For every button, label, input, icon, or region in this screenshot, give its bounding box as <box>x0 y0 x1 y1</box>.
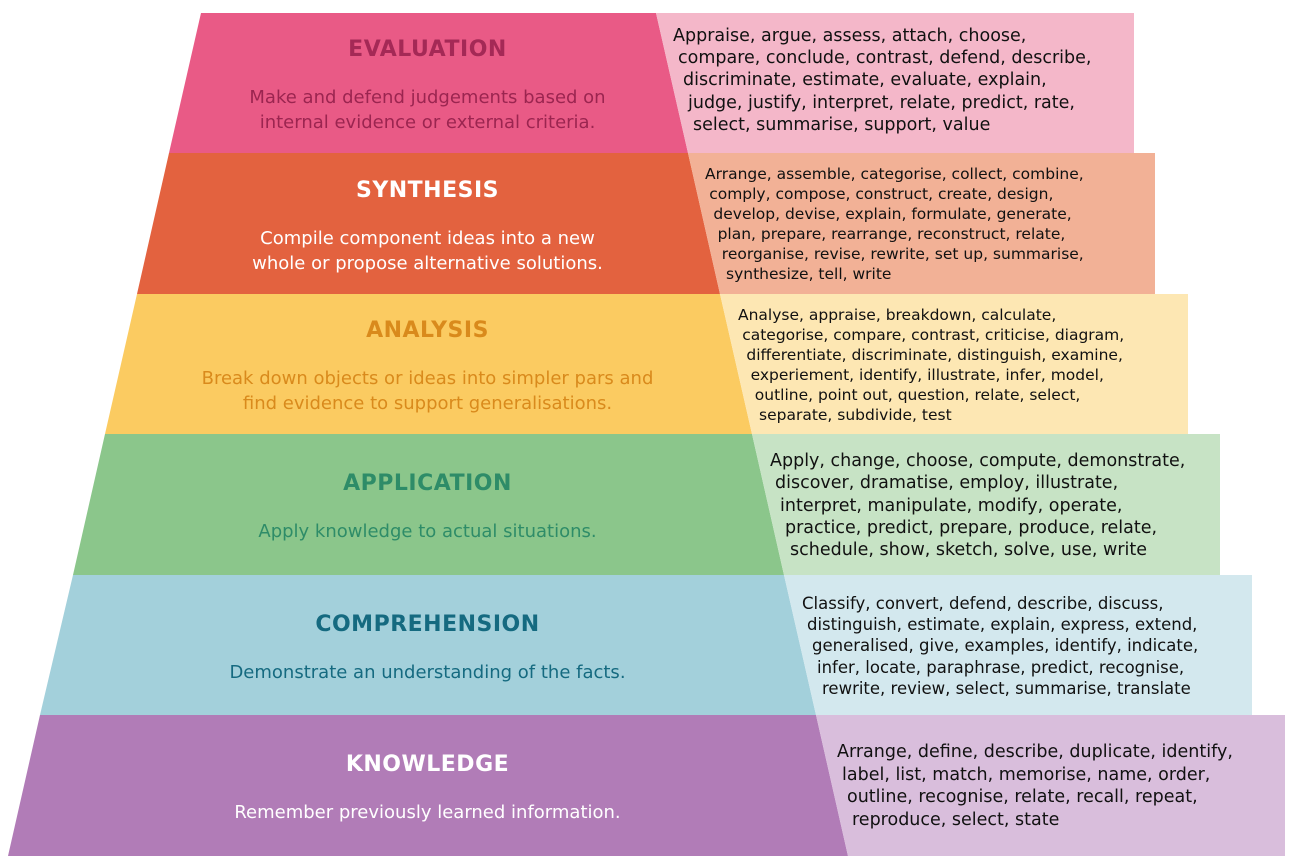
verbs-line: differentiate, discriminate, distinguish… <box>746 346 1123 364</box>
level-description: Remember previously learned information. <box>60 800 795 825</box>
level-evaluation: EVALUATION Make and defend judgements ba… <box>60 37 795 135</box>
level-description: Compile component ideas into a new whole… <box>60 226 795 276</box>
level-title: EVALUATION <box>348 37 507 62</box>
pyramid-band <box>73 434 784 575</box>
verbs-panel <box>720 294 1188 434</box>
level-title: COMPREHENSION <box>315 612 540 637</box>
verbs-line: outline, recognise, relate, recall, repe… <box>847 787 1198 808</box>
verbs-synthesis: Arrange, assemble, categorise, collect, … <box>705 164 1084 284</box>
level-description: Make and defend judgements based on inte… <box>60 85 795 135</box>
verbs-panel <box>656 13 1134 153</box>
level-description-line: Compile component ideas into a new <box>260 228 595 249</box>
pyramid-band <box>40 575 816 715</box>
level-knowledge: KNOWLEDGE Remember previously learned in… <box>60 752 795 825</box>
pyramid-band <box>137 153 720 294</box>
verbs-line: categorise, compare, contrast, criticise… <box>742 326 1125 344</box>
verbs-panel <box>784 575 1252 715</box>
verbs-line: discover, dramatise, employ, illustrate, <box>775 473 1119 494</box>
level-analysis: ANALYSIS Break down objects or ideas int… <box>60 318 795 416</box>
level-title: APPLICATION <box>343 471 512 496</box>
level-description-line: internal evidence or external criteria. <box>259 112 596 133</box>
verbs-line: Analyse, appraise, breakdown, calculate, <box>738 306 1057 324</box>
verbs-line: Arrange, define, describe, duplicate, id… <box>837 742 1233 762</box>
level-application: APPLICATION Apply knowledge to actual si… <box>60 471 795 544</box>
verbs-panel <box>752 434 1220 575</box>
verbs-line: comply, compose, construct, create, desi… <box>709 185 1054 203</box>
level-description-line: find evidence to support generalisations… <box>242 393 613 414</box>
pyramid-band <box>105 294 752 434</box>
level-description-line: Demonstrate an understanding of the fact… <box>229 662 626 683</box>
verbs-line: plan, prepare, rearrange, reconstruct, r… <box>717 225 1066 243</box>
verbs-line: Apply, change, choose, compute, demonstr… <box>770 451 1186 471</box>
level-title: SYNTHESIS <box>355 178 499 203</box>
pyramid-band <box>8 715 848 856</box>
verbs-line: synthesize, tell, write <box>726 265 892 283</box>
verbs-knowledge: Arrange, define, describe, duplicate, id… <box>837 741 1233 832</box>
verbs-line: select, summarise, support, value <box>693 114 991 135</box>
verbs-line: schedule, show, sketch, solve, use, writ… <box>790 540 1148 561</box>
verbs-panel <box>688 153 1155 294</box>
level-synthesis: SYNTHESIS Compile component ideas into a… <box>60 178 795 276</box>
level-title: KNOWLEDGE <box>345 752 510 777</box>
level-description-line: whole or propose alternative solutions. <box>252 253 603 274</box>
verbs-line: Appraise, argue, assess, attach, choose, <box>673 26 1027 46</box>
level-description-line: Make and defend judgements based on <box>249 87 606 108</box>
level-description: Apply knowledge to actual situations. <box>60 519 795 544</box>
verbs-comprehension: Classify, convert, defend, describe, dis… <box>802 593 1198 699</box>
level-description-line: Break down objects or ideas into simpler… <box>201 368 654 389</box>
verbs-evaluation: Appraise, argue, assess, attach, choose,… <box>673 25 1091 136</box>
verbs-line: experiement, identify, illustrate, infer… <box>750 366 1104 384</box>
verbs-line: practice, predict, prepare, produce, rel… <box>785 517 1158 538</box>
verbs-line: compare, conclude, contrast, defend, des… <box>678 48 1092 69</box>
verbs-line: separate, subdivide, test <box>759 406 952 424</box>
verbs-line: Classify, convert, defend, describe, dis… <box>802 594 1164 613</box>
verbs-line: rewrite, review, select, summarise, tran… <box>822 678 1191 698</box>
verbs-line: label, list, match, memorise, name, orde… <box>842 764 1211 785</box>
verbs-panel <box>816 715 1285 856</box>
verbs-analysis: Analyse, appraise, breakdown, calculate,… <box>738 305 1124 425</box>
verbs-line: develop, devise, explain, formulate, gen… <box>713 205 1072 223</box>
verbs-line: reproduce, select, state <box>852 810 1060 831</box>
level-description: Demonstrate an understanding of the fact… <box>60 660 795 685</box>
level-comprehension: COMPREHENSION Demonstrate an understandi… <box>60 612 795 685</box>
level-description: Break down objects or ideas into simpler… <box>60 366 795 416</box>
verbs-application: Apply, change, choose, compute, demonstr… <box>770 450 1185 561</box>
verbs-line: judge, justify, interpret, relate, predi… <box>688 92 1075 113</box>
verbs-line: reorganise, revise, rewrite, set up, sum… <box>721 245 1084 263</box>
verbs-line: infer, locate, paraphrase, predict, reco… <box>817 657 1185 677</box>
verbs-line: discriminate, estimate, evaluate, explai… <box>683 70 1047 91</box>
pyramid-band <box>169 13 688 153</box>
verbs-line: Arrange, assemble, categorise, collect, … <box>705 165 1084 183</box>
verbs-line: outline, point out, question, relate, se… <box>754 386 1081 404</box>
level-title: ANALYSIS <box>366 318 489 343</box>
verbs-line: interpret, manipulate, modify, operate, <box>780 495 1123 516</box>
level-description-line: Apply knowledge to actual situations. <box>258 521 597 542</box>
verbs-line: distinguish, estimate, explain, express,… <box>807 615 1198 635</box>
level-description-line: Remember previously learned information. <box>234 802 621 823</box>
verbs-line: generalised, give, examples, identify, i… <box>812 636 1199 656</box>
